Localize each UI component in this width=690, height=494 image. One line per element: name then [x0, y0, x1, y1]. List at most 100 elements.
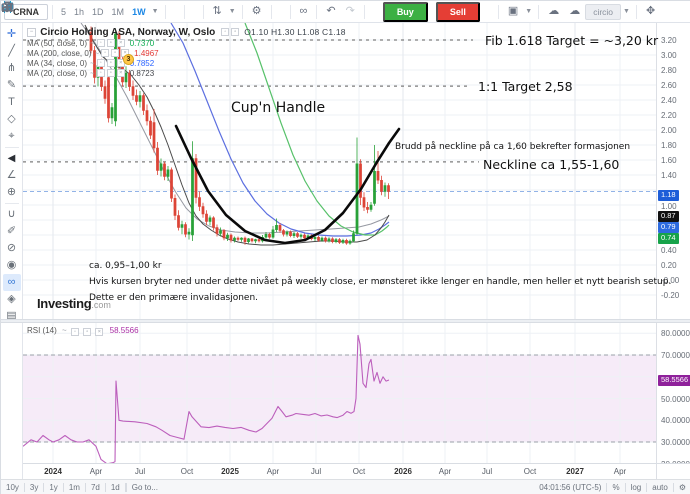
notes-icon[interactable]: ▤: [6, 310, 17, 322]
event-marker-badge[interactable]: 3: [123, 54, 134, 65]
instrument-title[interactable]: Circio Holding ASA, Norway, W, Oslo: [40, 26, 216, 38]
redo-icon[interactable]: ↷: [345, 5, 355, 17]
price-chart-pane[interactable]: − Circio Holding ASA, Norway, W, Oslo ◦ …: [23, 23, 671, 319]
investing-com-logo: Investing.com: [37, 296, 111, 311]
rsi-close-icon[interactable]: ×: [95, 328, 104, 336]
indicators-icon[interactable]: [1, 2, 286, 13]
divider: [241, 4, 243, 19]
range-button-7d[interactable]: 7d: [90, 483, 100, 492]
xabcd-pattern-tool-icon[interactable]: ◇: [7, 113, 16, 125]
measure-tool-icon[interactable]: ∠: [6, 169, 17, 181]
saved-layout-name[interactable]: circio: [585, 3, 622, 20]
rsi-settings-icon[interactable]: ▫: [83, 328, 92, 336]
ma-eye-icon[interactable]: ◦: [96, 59, 105, 67]
axis-settings-gear-icon[interactable]: ⚙: [678, 483, 686, 492]
range-button-1m[interactable]: 1m: [68, 483, 80, 492]
ma-label[interactable]: MA (50, close, 0): [27, 38, 88, 48]
divider: [289, 4, 291, 19]
log-scale-button[interactable]: log: [630, 483, 642, 492]
legend-eye-icon[interactable]: ◦: [221, 28, 230, 36]
camera-icon[interactable]: [1, 1, 494, 13]
zoom-in-tool-icon[interactable]: ⊕: [6, 186, 17, 198]
object-tree-icon[interactable]: ◈: [7, 293, 16, 305]
ma-eye-icon[interactable]: ◦: [96, 69, 105, 77]
rsi-pane[interactable]: RSI (14) ~ ◦ ▫ × 58.5566: [23, 323, 656, 463]
rsi-chart-svg[interactable]: [23, 323, 656, 463]
range-button-1d[interactable]: 1d: [110, 483, 120, 492]
fullscreen-icon[interactable]: ✥: [645, 5, 656, 17]
timeframe-1D[interactable]: 1D: [92, 6, 104, 17]
legend-settings-icon[interactable]: ▫: [231, 28, 240, 36]
range-button-10y[interactable]: 10y: [6, 483, 19, 492]
forecast-tool-icon[interactable]: ⌖: [8, 130, 15, 142]
magnet-mode-icon[interactable]: ∪: [7, 208, 16, 220]
ma-legend-row: MA (20, close, 0) ~ ◦ ▫ × 0.8723: [27, 68, 155, 78]
ma-close-icon[interactable]: ×: [116, 69, 125, 77]
rsi-tick-label: 30.0000: [661, 438, 690, 447]
pitchfork-tool-icon[interactable]: ⋔: [6, 62, 17, 74]
timeframe-dropdown-icon[interactable]: ▼: [151, 8, 159, 15]
lock-drawings-icon[interactable]: ⊘: [6, 242, 17, 254]
goto-date-button[interactable]: Go to...: [131, 483, 158, 492]
chart-type-candles-icon[interactable]: [2, 1, 180, 13]
divider: [202, 4, 204, 19]
link-icon[interactable]: ∞: [2, 274, 21, 291]
brush-tool-icon[interactable]: ✎: [6, 79, 17, 91]
ma-eye-icon[interactable]: ◦: [101, 49, 110, 57]
cloud-download-icon[interactable]: ☁: [548, 5, 560, 17]
time-axis[interactable]: 2024 Apr Jul Oct 2025 Apr Jul Oct 2026 Apr Jul Oct 2…: [23, 463, 656, 479]
annotation-neckline: Neckline ca 1,55-1,60: [483, 157, 620, 172]
text-tool-icon[interactable]: T: [8, 96, 15, 108]
hide-drawings-icon[interactable]: ◉: [6, 259, 17, 271]
price-axis[interactable]: 3.20 3.00 2.80 2.60 2.40 2.20 2.00 1.80 1.60 1.40…: [656, 23, 690, 319]
settings-gear-icon[interactable]: ⚙: [251, 5, 262, 17]
ma-eye-icon[interactable]: ◦: [96, 39, 105, 47]
layout-dropdown-icon[interactable]: ▼: [525, 8, 533, 15]
ma-settings-icon[interactable]: ▫: [106, 39, 115, 47]
divider: [183, 4, 185, 19]
timeframe-1h[interactable]: 1h: [74, 6, 85, 17]
cursor-arrow-icon[interactable]: ◀: [7, 152, 16, 164]
compare-dropdown-icon[interactable]: ▼: [228, 8, 236, 15]
cloud-upload-icon[interactable]: ☁: [569, 5, 581, 17]
pane-divider[interactable]: [1, 319, 690, 323]
price-tick-label: 0.20: [661, 261, 677, 270]
ma-label[interactable]: MA (200, close, 0): [27, 48, 92, 58]
rsi-tick-label: 70.0000: [661, 351, 690, 360]
ma-settings-icon[interactable]: ▫: [111, 49, 120, 57]
rsi-axis[interactable]: 80.000070.000050.000040.000030.000020.00…: [656, 323, 690, 469]
layout-icon[interactable]: ▣: [507, 5, 519, 17]
alert-bell-icon[interactable]: [1, 1, 379, 13]
timeframe-1W[interactable]: 1W: [132, 6, 146, 17]
undo-icon[interactable]: ↶: [326, 5, 336, 17]
percent-scale-button[interactable]: %: [612, 483, 620, 492]
trendline-tool-icon[interactable]: ╱: [8, 45, 15, 57]
auto-scale-button[interactable]: auto: [652, 483, 668, 492]
crosshair-tool-icon[interactable]: ✛: [6, 28, 17, 40]
collapse-legend-icon[interactable]: −: [27, 27, 36, 37]
compare-icon[interactable]: ⇅: [212, 5, 222, 17]
price-tick-label: 1.40: [661, 171, 677, 180]
ma-label[interactable]: MA (34, close, 0): [27, 58, 88, 68]
area-chart-icon[interactable]: [1, 2, 199, 13]
saved-layout-dropdown-icon[interactable]: ▼: [623, 8, 630, 15]
range-button-1y[interactable]: 1y: [49, 483, 58, 492]
ma-settings-icon[interactable]: ▫: [106, 59, 115, 67]
sell-button[interactable]: Sell: [435, 1, 480, 22]
buy-button[interactable]: Buy: [382, 1, 428, 22]
drawing-mode-icon[interactable]: ✐: [6, 225, 17, 237]
timeframe-5[interactable]: 5: [61, 6, 67, 17]
rsi-eye-icon[interactable]: ◦: [70, 328, 79, 336]
ma-settings-icon[interactable]: ▫: [106, 69, 115, 77]
annotation-cup-handle: Cup'n Handle: [231, 100, 326, 116]
ma-label[interactable]: MA (20, close, 0): [27, 68, 88, 78]
timeframe-1M[interactable]: 1M: [111, 6, 125, 17]
rsi-label[interactable]: RSI (14): [27, 326, 57, 335]
price-chart-svg[interactable]: [23, 23, 656, 319]
divider: [316, 4, 318, 19]
chart-legend: − Circio Holding ASA, Norway, W, Oslo ◦ …: [27, 26, 346, 78]
compare-symbols-icon[interactable]: ∞: [299, 5, 308, 17]
range-button-3y[interactable]: 3y: [29, 483, 39, 492]
ma-close-icon[interactable]: ×: [116, 39, 125, 47]
